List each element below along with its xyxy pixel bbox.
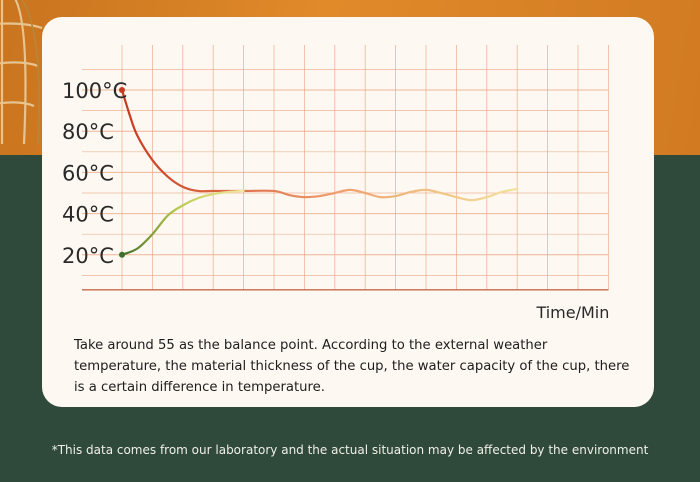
grid	[82, 45, 609, 290]
y-tick-label: 40°C	[62, 203, 114, 227]
y-tick-label: 80°C	[62, 120, 114, 144]
x-axis-label: Time/Min	[535, 303, 609, 322]
y-tick-label: 60°C	[62, 161, 114, 185]
temperature-chart: 100°C 80°C 60°C 40°C 20°C Time/Min	[62, 45, 609, 322]
y-tick-label: 100°C	[62, 79, 127, 103]
series	[119, 87, 519, 258]
footnote-text: *This data comes from our laboratory and…	[51, 443, 649, 457]
axis-labels: 100°C 80°C 60°C 40°C 20°C Time/Min	[62, 79, 609, 322]
series-start-point-hot	[119, 87, 125, 93]
series-line-hot	[120, 88, 519, 202]
chart-card: 100°C 80°C 60°C 40°C 20°C Time/Min Take aroun…	[42, 17, 654, 407]
y-tick-label: 20°C	[62, 244, 114, 268]
series-start-point-cold	[119, 251, 125, 258]
wire-basket-decoration	[0, 0, 43, 145]
series-line-cold	[120, 189, 245, 256]
description-text: Take around 55 as the balance point. Acc…	[74, 338, 630, 395]
